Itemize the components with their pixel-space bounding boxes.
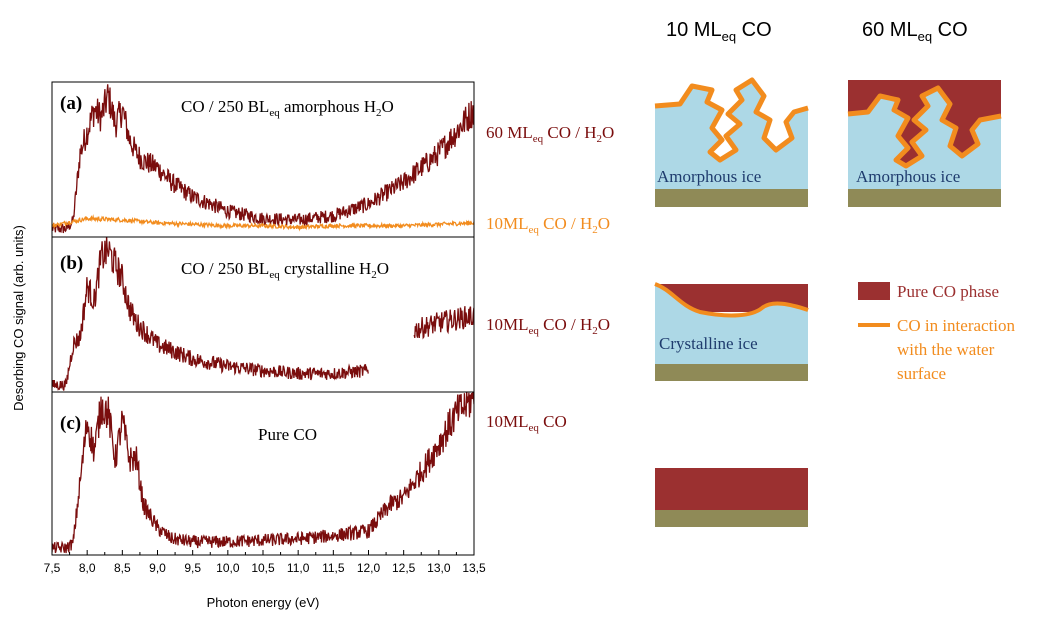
amorphous-ice-label-1: Amorphous ice xyxy=(657,167,761,186)
series-label-10ml-pure: 10MLeq CO xyxy=(486,412,567,434)
co-interaction-line-10ml xyxy=(654,77,809,163)
x-tick-label-7: 11,0 xyxy=(287,561,310,575)
x-tick-label-12: 13,5 xyxy=(462,561,486,575)
x-axis-label: Photon energy (eV) xyxy=(207,595,320,610)
x-tick-label-6: 10,5 xyxy=(251,561,275,575)
schematic-header-10ml: 10 MLeq CO xyxy=(666,19,772,44)
panel-c-series xyxy=(52,392,474,555)
substrate-crystalline xyxy=(655,364,808,381)
schematic-amorphous-10ml: Amorphous ice xyxy=(654,77,809,207)
legend: Pure CO phase CO in interaction with the… xyxy=(858,282,1016,383)
panel-a-letter: (a) xyxy=(60,93,82,114)
legend-label-interaction-3: surface xyxy=(897,364,946,383)
x-tick-label-11: 13,0 xyxy=(427,561,451,575)
schematic-header-60ml: 60 MLeq CO xyxy=(862,19,968,44)
x-tick-label-10: 12,5 xyxy=(392,561,416,575)
panel-c-frame xyxy=(51,391,475,556)
panel-b-title: CO / 250 BLeq crystalline H2O xyxy=(181,259,389,281)
substrate-pure-co xyxy=(655,510,808,527)
y-axis-label: Desorbing CO signal (arb. units) xyxy=(11,225,26,411)
x-tick-label-9: 12,0 xyxy=(357,561,381,575)
pure-co-layer xyxy=(655,468,808,510)
substrate-10ml-amorphous xyxy=(655,189,808,207)
x-tick-label-0: 7,5 xyxy=(44,561,61,575)
x-tick-label-4: 9,5 xyxy=(184,561,201,575)
legend-label-pure-co: Pure CO phase xyxy=(897,282,999,301)
legend-swatch-pure-co xyxy=(858,282,890,300)
series-label-10ml-crystalline: 10MLeq CO / H2O xyxy=(486,315,610,337)
x-tick-label-1: 8,0 xyxy=(79,561,96,575)
series-line-b-0-seg1 xyxy=(413,306,474,340)
schematic-pure-co xyxy=(655,468,808,527)
series-line-a-1 xyxy=(52,214,474,232)
x-axis-ticks: 7,5 8,0 8,5 9,0 9,5 10,0 10,5 11,0 11,5 12,0 12,5 1… xyxy=(44,550,486,575)
x-tick-label-5: 10,0 xyxy=(216,561,240,575)
panel-b-letter: (b) xyxy=(60,253,83,274)
legend-label-interaction-1: CO in interaction xyxy=(897,316,1016,335)
crystalline-ice-label: Crystalline ice xyxy=(659,334,758,353)
substrate-60ml-amorphous xyxy=(848,189,1001,207)
panel-a-title: CO / 250 BLeq amorphous H2O xyxy=(181,97,394,119)
panel-a-series xyxy=(52,84,474,234)
panel-b-series xyxy=(52,237,474,391)
amorphous-ice-60ml xyxy=(848,88,1001,189)
co-interaction-line-60ml xyxy=(847,85,1002,169)
series-label-60ml: 60 MLeq CO / H2O xyxy=(486,123,614,145)
series-label-10ml-orange: 10MLeq CO / H2O xyxy=(486,214,610,236)
series-line-b-0-seg0 xyxy=(52,237,369,391)
amorphous-ice-label-2: Amorphous ice xyxy=(856,167,960,186)
panel-c-letter: (c) xyxy=(60,413,81,434)
series-line-a-0 xyxy=(52,84,474,234)
schematic-crystalline: Crystalline ice xyxy=(654,282,809,381)
legend-label-interaction-2: with the water xyxy=(897,340,995,359)
co-interaction-line-crystalline xyxy=(654,282,809,318)
panel-c-title: Pure CO xyxy=(258,425,317,444)
crystalline-ice xyxy=(655,284,808,364)
x-tick-label-8: 11,5 xyxy=(322,561,345,575)
schematic-amorphous-60ml: Amorphous ice xyxy=(847,80,1002,207)
x-tick-label-3: 9,0 xyxy=(149,561,166,575)
x-tick-label-2: 8,5 xyxy=(114,561,131,575)
series-line-c-0 xyxy=(52,392,474,555)
